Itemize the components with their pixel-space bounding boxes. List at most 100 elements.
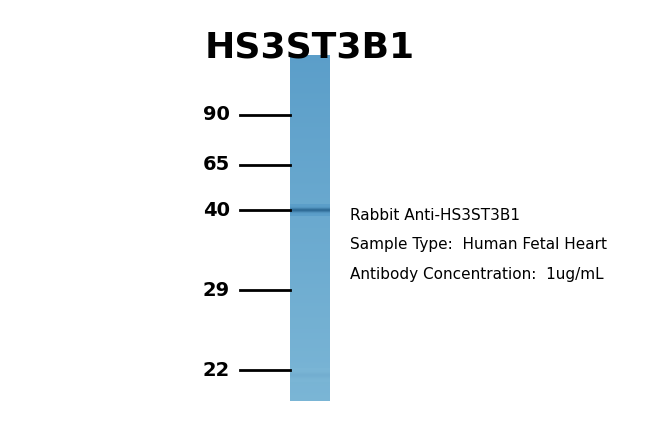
Bar <box>290 306 330 307</box>
Bar <box>290 385 330 387</box>
Bar <box>290 327 330 328</box>
Bar <box>290 325 330 327</box>
Bar <box>290 169 330 171</box>
Bar <box>290 355 330 357</box>
Bar <box>290 251 330 252</box>
Bar <box>290 212 330 213</box>
Bar <box>290 246 330 248</box>
Bar <box>290 327 330 329</box>
Bar <box>290 226 330 228</box>
Bar <box>290 323 330 324</box>
Bar <box>290 345 330 346</box>
Bar <box>290 352 330 353</box>
Bar <box>290 340 330 342</box>
Bar <box>290 252 330 253</box>
Bar <box>290 233 330 235</box>
Bar <box>290 124 330 126</box>
Bar <box>290 343 330 345</box>
Bar <box>290 225 330 227</box>
Bar <box>290 60 330 61</box>
Bar <box>290 61 330 62</box>
Bar <box>290 70 330 72</box>
Bar <box>290 73 330 75</box>
Bar <box>290 194 330 196</box>
Bar <box>290 371 330 373</box>
Bar <box>290 289 330 290</box>
Bar <box>290 380 330 381</box>
Bar <box>290 129 330 130</box>
Bar <box>290 136 330 137</box>
Bar <box>290 178 330 180</box>
Bar <box>290 353 330 355</box>
Bar <box>290 121 330 122</box>
Bar <box>290 367 330 368</box>
Text: 65: 65 <box>203 156 230 175</box>
Bar <box>290 334 330 336</box>
Bar <box>290 232 330 234</box>
Bar <box>290 346 330 348</box>
Bar <box>290 62 330 64</box>
Bar <box>290 244 330 245</box>
Text: Antibody Concentration:  1ug/mL: Antibody Concentration: 1ug/mL <box>350 267 604 283</box>
Bar <box>290 172 330 174</box>
Bar <box>290 370 330 371</box>
Bar <box>290 155 330 157</box>
Bar <box>290 261 330 263</box>
Bar <box>290 349 330 351</box>
Bar <box>290 107 330 108</box>
Bar <box>290 313 330 314</box>
Bar <box>290 317 330 319</box>
Bar <box>290 214 330 215</box>
Bar <box>290 78 330 79</box>
Bar <box>290 176 330 178</box>
Bar <box>290 235 330 237</box>
Bar <box>290 368 330 369</box>
Bar <box>290 390 330 391</box>
Bar <box>290 209 330 210</box>
Bar <box>290 185 330 187</box>
Bar <box>290 197 330 198</box>
Bar <box>290 296 330 298</box>
Bar <box>290 247 330 249</box>
Bar <box>290 213 330 214</box>
Bar <box>290 165 330 167</box>
Bar <box>290 204 330 205</box>
Bar <box>290 362 330 364</box>
Bar <box>290 105 330 106</box>
Bar <box>290 143 330 145</box>
Bar <box>290 222 330 223</box>
Bar <box>290 253 330 254</box>
Bar <box>290 375 330 376</box>
Bar <box>290 277 330 279</box>
Bar <box>290 205 330 206</box>
Bar <box>290 356 330 358</box>
Bar <box>290 209 330 211</box>
Bar <box>290 322 330 324</box>
Bar <box>290 140 330 142</box>
Bar <box>290 379 330 380</box>
Bar <box>290 360 330 362</box>
Bar <box>290 170 330 172</box>
Bar <box>290 63 330 65</box>
Bar <box>290 368 330 369</box>
Bar <box>290 337 330 338</box>
Bar <box>290 270 330 272</box>
Bar <box>290 257 330 259</box>
Bar <box>290 183 330 184</box>
Bar <box>290 82 330 83</box>
Bar <box>290 156 330 158</box>
Bar <box>290 283 330 284</box>
Bar <box>290 206 330 207</box>
Bar <box>290 373 330 374</box>
Text: Sample Type:  Human Fetal Heart: Sample Type: Human Fetal Heart <box>350 238 607 252</box>
Bar <box>290 138 330 140</box>
Bar <box>290 376 330 378</box>
Bar <box>290 164 330 166</box>
Bar <box>290 208 330 210</box>
Bar <box>290 369 330 370</box>
Bar <box>290 291 330 292</box>
Bar <box>290 273 330 275</box>
Bar <box>290 316 330 318</box>
Bar <box>290 91 330 92</box>
Bar <box>290 85 330 86</box>
